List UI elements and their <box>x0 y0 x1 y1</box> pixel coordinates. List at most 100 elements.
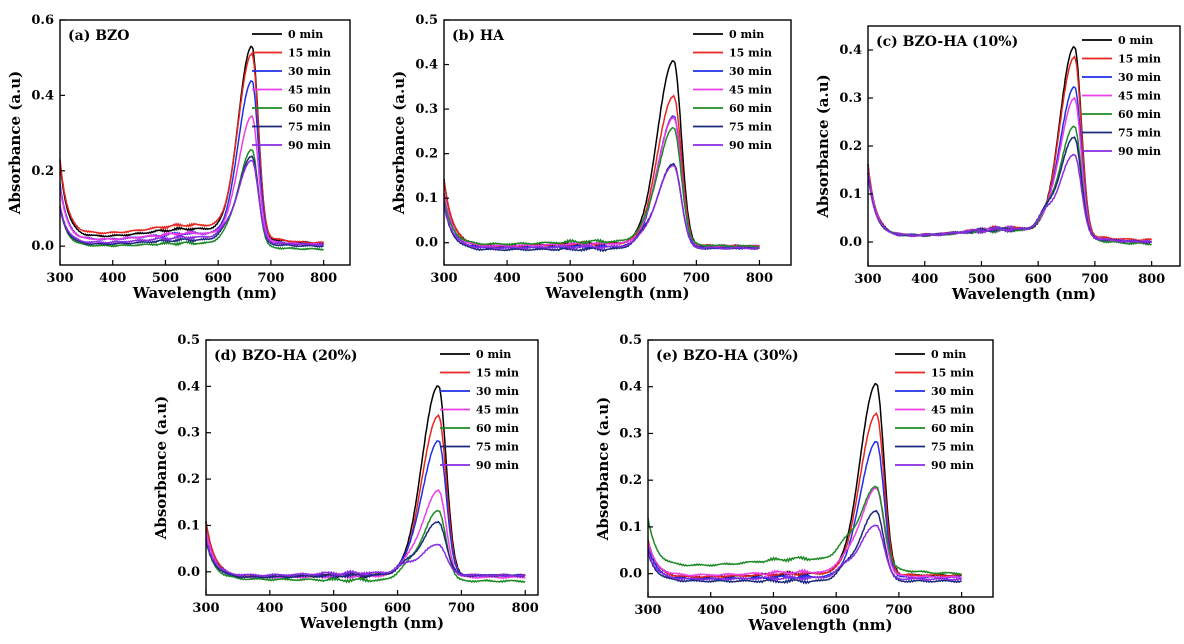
legend-label: 15 min <box>1118 53 1161 66</box>
y-tick-label: 0.0 <box>177 565 200 580</box>
x-tick-label: 400 <box>256 601 283 616</box>
x-tick-label: 600 <box>823 603 850 618</box>
legend-label: 30 min <box>288 65 331 78</box>
series-line-45-min <box>647 486 962 580</box>
y-axis-label: Absorbance (a.u) <box>594 397 612 542</box>
y-tick-label: 0.2 <box>619 473 642 488</box>
y-tick-label: 0.4 <box>31 88 54 103</box>
x-tick-label: 700 <box>1081 272 1108 287</box>
y-tick-label: 0.3 <box>839 91 862 106</box>
x-tick-label: 300 <box>854 272 881 287</box>
chart-panel-2: 300 400 500 600 700 800 0.0 0.1 0.2 0.3 0.4 0.5 Wave… <box>390 13 792 302</box>
y-tick-label: 0.0 <box>415 236 438 251</box>
legend-label: 60 min <box>729 102 772 115</box>
legend-label: 0 min <box>288 28 323 41</box>
x-tick-label: 700 <box>885 603 912 618</box>
x-tick-label: 300 <box>192 601 219 616</box>
x-tick-label: 300 <box>634 603 661 618</box>
x-tick-label: 800 <box>746 271 773 286</box>
legend-label: 15 min <box>931 367 974 380</box>
x-tick-label: 700 <box>683 271 710 286</box>
x-tick-label: 600 <box>620 271 647 286</box>
legend-label: 30 min <box>729 65 772 78</box>
series-line-90-min <box>647 524 963 582</box>
legend-label: 75 min <box>729 121 772 134</box>
legend-label: 15 min <box>729 47 772 60</box>
legend-label: 90 min <box>1118 145 1161 158</box>
y-axis-label: Absorbance (a.u) <box>152 396 170 541</box>
y-tick-label: 0.1 <box>177 518 200 533</box>
chart-panel-4: 300 400 500 600 700 800 0.0 0.1 0.2 0.3 0.4 0.5 Wave… <box>152 333 539 632</box>
panel-title: (a) BZO <box>68 28 129 44</box>
x-axis-label: Wavelength (nm) <box>132 284 277 302</box>
series-line-90-min <box>59 159 325 247</box>
series-line-60-min <box>443 126 760 249</box>
x-axis-label: Wavelength (nm) <box>299 614 444 632</box>
legend-label: 0 min <box>729 28 764 41</box>
legend-label: 75 min <box>931 441 974 454</box>
y-tick-label: 0.4 <box>619 380 642 395</box>
x-axis-label: Wavelength (nm) <box>951 285 1096 303</box>
x-tick-label: 400 <box>697 603 724 618</box>
legend-label: 60 min <box>931 422 974 435</box>
legend-label: 30 min <box>476 385 519 398</box>
legend-label: 15 min <box>288 47 331 60</box>
x-tick-label: 400 <box>99 271 126 286</box>
y-tick-label: 0.4 <box>415 58 438 73</box>
y-tick-label: 0.2 <box>415 147 438 162</box>
x-tick-label: 300 <box>430 271 457 286</box>
series-line-60-min <box>205 509 526 584</box>
legend-label: 90 min <box>931 459 974 472</box>
series-line-30-min <box>443 115 760 251</box>
legend-label: 75 min <box>476 441 519 454</box>
legend-label: 75 min <box>1118 127 1161 140</box>
series-line-45-min <box>443 115 760 249</box>
plot-frame <box>647 339 994 598</box>
legend-label: 30 min <box>931 385 974 398</box>
x-axis-label: Wavelength (nm) <box>747 616 892 634</box>
series-line-30-min <box>867 86 1152 244</box>
x-axis-label: Wavelength (nm) <box>544 284 689 302</box>
legend-label: 0 min <box>931 348 966 361</box>
legend-label: 75 min <box>288 121 331 134</box>
legend-label: 45 min <box>931 404 974 417</box>
legend-label: 0 min <box>476 348 511 361</box>
y-axis-label: Absorbance (a.u) <box>814 74 832 219</box>
x-tick-label: 500 <box>760 603 787 618</box>
series-line-45-min <box>867 96 1153 244</box>
y-tick-label: 0.4 <box>839 43 862 58</box>
y-tick-label: 0.5 <box>619 333 642 348</box>
x-tick-label: 500 <box>968 272 995 287</box>
x-tick-label: 700 <box>448 601 475 616</box>
y-tick-label: 0.1 <box>839 187 862 202</box>
legend-label: 45 min <box>729 84 772 97</box>
y-axis-label: Absorbance (a.u) <box>390 71 408 216</box>
y-tick-label: 0.3 <box>619 426 642 441</box>
y-tick-label: 0.0 <box>839 235 862 250</box>
series-line-75-min <box>205 520 526 579</box>
legend-label: 60 min <box>476 422 519 435</box>
x-tick-label: 600 <box>384 601 411 616</box>
y-tick-label: 0.2 <box>31 164 54 179</box>
y-tick-label: 0.2 <box>177 472 200 487</box>
series-line-15-min <box>647 411 962 580</box>
series-line-15-min <box>443 94 760 249</box>
x-tick-label: 500 <box>320 601 347 616</box>
x-tick-label: 700 <box>257 271 284 286</box>
x-tick-label: 800 <box>948 603 975 618</box>
series-line-60-min <box>647 485 962 576</box>
legend-label: 0 min <box>1118 34 1153 47</box>
x-tick-label: 400 <box>494 271 521 286</box>
series-line-15-min <box>867 55 1153 242</box>
plot-frame <box>205 339 539 596</box>
x-tick-label: 800 <box>1138 272 1165 287</box>
series-line-90-min <box>867 153 1153 244</box>
y-tick-label: 0.4 <box>177 379 200 394</box>
chart-panel-1: 300 400 500 600 700 800 0.0 0.2 0.4 0.6 Wavelength… <box>6 13 351 302</box>
x-tick-label: 800 <box>512 601 539 616</box>
y-tick-label: 0.6 <box>31 13 54 28</box>
legend-label: 90 min <box>288 139 331 152</box>
panel-title: (b) HA <box>452 28 505 44</box>
legend-label: 60 min <box>288 102 331 115</box>
legend-label: 45 min <box>1118 90 1161 103</box>
